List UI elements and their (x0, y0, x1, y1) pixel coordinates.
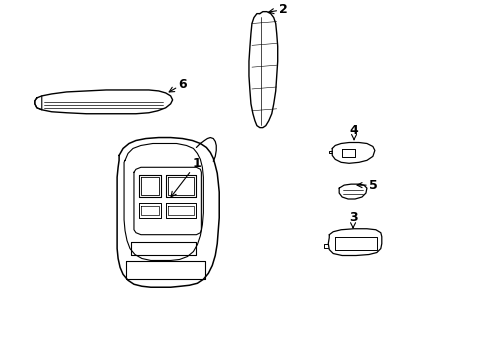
Text: 3: 3 (348, 211, 357, 228)
Text: 1: 1 (171, 157, 201, 197)
Text: 5: 5 (356, 179, 377, 192)
Text: 6: 6 (169, 77, 187, 92)
Text: 4: 4 (349, 124, 358, 140)
Text: 2: 2 (268, 3, 287, 16)
